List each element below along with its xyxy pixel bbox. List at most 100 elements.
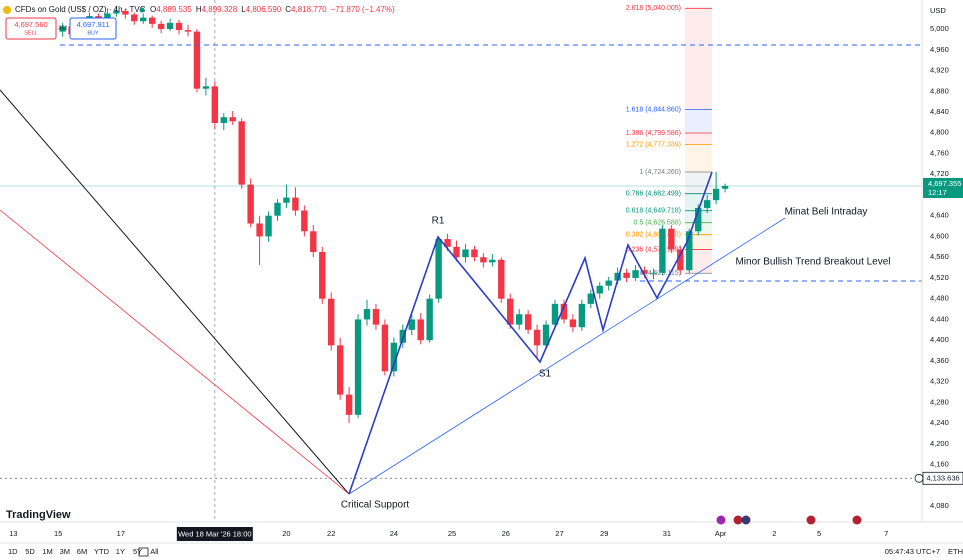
price-axis [922,0,963,522]
trend-line [0,89,350,495]
candle-body [202,86,210,89]
range-button[interactable]: YTD [94,547,110,556]
candle-body [417,319,424,341]
y-tick-label: 4,760 [930,148,949,157]
range-button[interactable]: 1D [8,547,18,556]
candle-body [328,298,335,346]
fib-label: 0.382 (4,603.460) [626,232,681,239]
y-tick-label: 4,560 [930,252,949,261]
candle-body [301,210,308,232]
clock: 05:47:43 UTC+7 [885,547,940,556]
candle-body [229,117,236,122]
candle-body [462,249,469,258]
range-button[interactable]: 5D [25,547,35,556]
last-price-label: 4,697.355 [928,179,961,188]
candle-body [319,252,326,299]
candle-body [211,86,219,124]
candle-body [623,272,630,278]
event-icon [716,515,726,525]
candle-body [122,10,129,15]
fib-zone [685,144,712,173]
buy-button[interactable] [69,17,117,40]
legend-key: C [285,5,291,14]
y-tick-label: 4,320 [930,377,949,386]
fib-label: 0 (4,529.115) [640,270,681,277]
candle-body [435,239,442,299]
fib-zone [685,132,712,145]
candle-body [408,319,415,330]
candle-body [175,22,183,31]
candle-body [560,303,568,320]
drawings [0,44,922,495]
buy-price: 4,697.911 [77,20,110,29]
candle-body [668,228,675,250]
x-tick-label: 24 [390,529,398,538]
x-tick-label: 7 [884,529,888,538]
y-tick-label: 4,520 [930,273,949,282]
event-icon [806,515,816,525]
y-tick-label: 4,600 [930,231,949,240]
candle-body [95,16,102,19]
y-tick-label: 4,280 [930,397,949,406]
x-tick-label: 17 [117,529,125,538]
spread: 351 [58,25,67,31]
fib-label: 0.236 (4,574.969) [626,246,681,253]
x-tick-label: 15 [54,529,62,538]
fib-label: 1 (4,724.260) [639,169,681,176]
range-button[interactable]: 1M [42,547,52,556]
event-icon [852,515,862,525]
range-button[interactable]: 6M [77,547,87,556]
y-tick-label: 4,080 [930,501,949,510]
y-tick-label: 4,840 [930,107,949,116]
candle-body [614,272,621,281]
fib-label: 1.272 (4,777.339) [626,141,681,148]
candle-body [292,197,299,211]
annotation: S1 [539,369,552,380]
session[interactable]: ETH [948,547,963,556]
range-button[interactable]: All [150,547,159,556]
candle-body [686,231,693,271]
price-line-icon[interactable] [914,473,924,483]
sell-button[interactable] [5,17,57,40]
x-tick-label: 26 [502,529,510,538]
calendar-icon[interactable] [138,547,149,557]
candle-body [283,197,290,203]
countdown: 12:17 [928,188,947,197]
legend-key: L [241,5,246,14]
candle-body [471,249,478,258]
candle-body [274,202,281,216]
candle-body [587,293,594,304]
candle-body [193,31,201,89]
x-tick-label: 25 [448,529,456,538]
x-tick-label: 13 [9,529,17,538]
logo: TradingView [6,509,71,521]
range-button[interactable]: 3M [60,547,70,556]
candle-body [569,319,577,328]
candle-body [721,185,729,189]
y-tick-label: 4,960 [930,45,949,54]
range-button[interactable]: 1Y [116,547,125,556]
y-tick-label: 4,200 [930,439,949,448]
candle-body [426,298,433,341]
candle-body [524,314,532,330]
candle-body [238,121,245,185]
legend-key: O [150,5,156,14]
range-button[interactable]: 5Y [133,547,142,556]
event-icon [733,515,743,525]
candle-body [677,249,684,271]
y-tick-label: 4,640 [930,211,949,220]
annotation: Minor Bullish Trend Breakout Level [735,257,890,268]
fib-zone [685,109,712,133]
candle-body [247,184,254,224]
candle-body [695,207,702,232]
price-line-label: 4,133.636 [926,473,959,482]
candle-body [498,259,505,299]
candle-body [148,17,156,24]
legend-value: 4,806.590 [246,5,282,14]
candle-body [444,239,451,247]
y-tick-label: 4,400 [930,335,949,344]
currency-label: USD [930,6,946,15]
candle-body [507,298,514,325]
